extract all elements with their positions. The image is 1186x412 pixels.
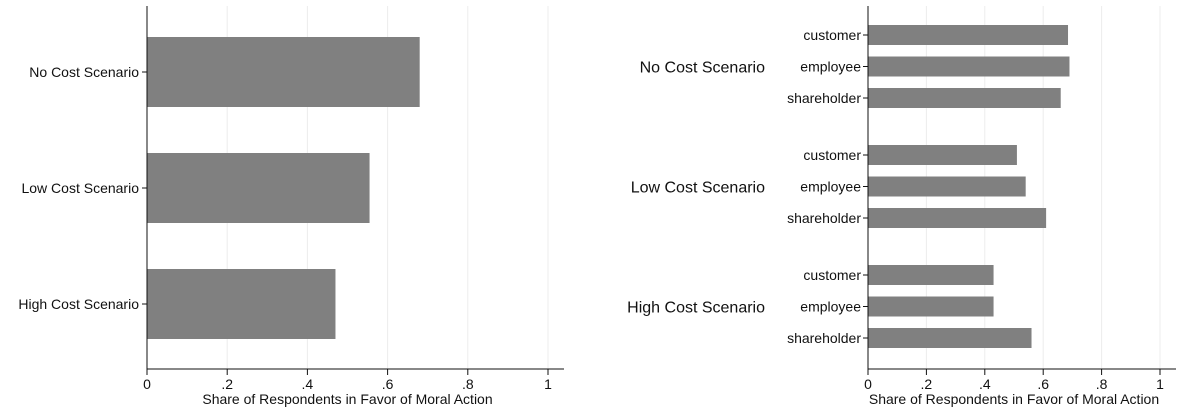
category-label: customer	[803, 27, 861, 43]
bar	[868, 328, 1032, 348]
x-tick-label: .4	[979, 376, 991, 392]
group-label: No Cost Scenario	[640, 60, 765, 77]
bar	[147, 37, 420, 107]
x-tick-label: .6	[382, 376, 394, 392]
bar	[868, 176, 1026, 197]
bar	[868, 296, 994, 317]
category-label: employee	[800, 59, 861, 75]
x-ticks: 0 .2 .4 .6 .8 1	[864, 369, 1164, 392]
bar	[868, 88, 1061, 108]
bars	[868, 25, 1070, 348]
category-label: shareholder	[787, 330, 861, 346]
bar	[868, 25, 1069, 45]
group-label: High Cost Scenario	[627, 300, 765, 317]
x-tick-label: .2	[221, 376, 233, 392]
y-tick-labels: No Cost Scenario Low Cost Scenario High Co…	[18, 64, 147, 312]
axes	[146, 6, 564, 370]
category-label: High Cost Scenario	[18, 296, 139, 312]
x-tick-label: 1	[544, 376, 552, 392]
x-tick-label: 1	[1156, 376, 1164, 392]
category-label: customer	[803, 267, 861, 283]
bar	[868, 56, 1070, 77]
category-label: employee	[800, 299, 861, 315]
bar	[868, 208, 1047, 228]
category-label: employee	[800, 179, 861, 195]
x-tick-label: .8	[1096, 376, 1108, 392]
x-tick-label: 0	[143, 376, 151, 392]
category-label: customer	[803, 147, 861, 163]
y-tick-labels: customer employee shareholder customer emplo…	[787, 27, 868, 346]
bars	[147, 37, 420, 339]
category-label: shareholder	[787, 210, 861, 226]
axes	[867, 6, 1176, 370]
x-tick-label: .4	[302, 376, 314, 392]
category-label: No Cost Scenario	[29, 64, 139, 80]
category-label: shareholder	[787, 90, 861, 106]
bar	[868, 145, 1017, 165]
bar	[147, 269, 336, 339]
x-tick-label: .6	[1037, 376, 1049, 392]
group-labels: No Cost Scenario Low Cost Scenario High Co…	[627, 60, 765, 317]
x-axis-label: Share of Respondents in Favor of Moral A…	[202, 391, 492, 407]
x-axis-label: Share of Respondents in Favor of Moral A…	[869, 391, 1159, 407]
category-label: Low Cost Scenario	[21, 180, 139, 196]
x-tick-label: .8	[462, 376, 474, 392]
x-ticks: 0 .2 .4 .6 .8 1	[143, 369, 552, 392]
bar	[868, 265, 994, 285]
group-label: Low Cost Scenario	[631, 180, 765, 197]
bar	[147, 153, 370, 223]
x-tick-label: 0	[864, 376, 872, 392]
x-tick-label: .2	[921, 376, 933, 392]
